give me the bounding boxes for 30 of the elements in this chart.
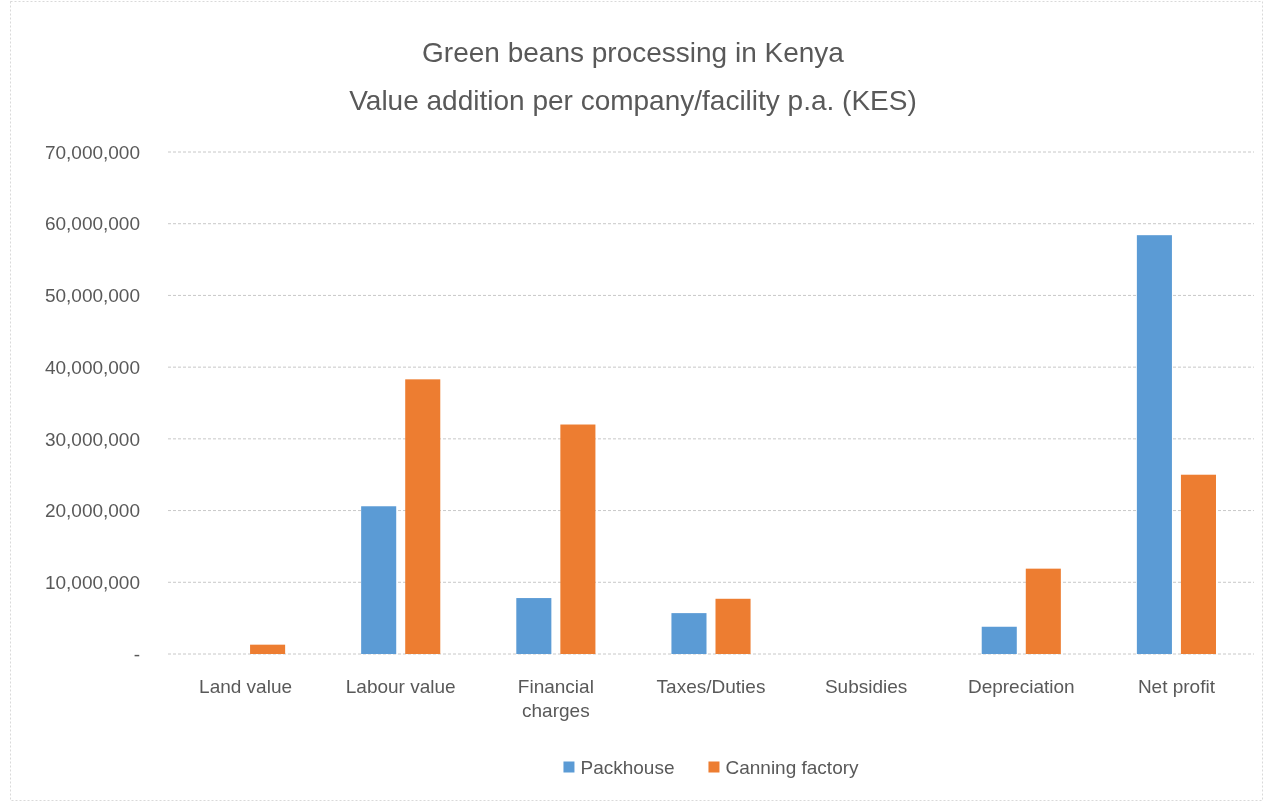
y-tick-label: 10,000,000 — [44, 571, 140, 593]
bar — [516, 598, 552, 654]
x-tick-label: Subsidies — [824, 675, 908, 697]
bar — [405, 379, 441, 654]
x-tick-label: Taxes/Duties — [656, 675, 766, 697]
bar — [981, 626, 1017, 654]
x-tick-label: Labour value — [345, 675, 456, 697]
bar — [671, 613, 707, 654]
y-tick-label: 30,000,000 — [44, 428, 140, 450]
chart-title: Green beans processing in Kenya — [422, 37, 845, 68]
bar — [715, 598, 751, 654]
legend-label: Packhouse — [580, 756, 675, 778]
bar — [361, 506, 397, 654]
y-tick-label: 50,000,000 — [44, 285, 140, 307]
y-tick-label: 60,000,000 — [44, 213, 140, 235]
y-tick-label: 20,000,000 — [44, 500, 140, 522]
y-tick-label: - — [133, 643, 140, 665]
x-tick-label: Financial charges — [517, 675, 594, 722]
x-tick-label: Net profit — [1137, 675, 1216, 697]
bar — [250, 644, 286, 654]
x-tick-label: Depreciation — [967, 675, 1075, 697]
bar — [560, 424, 596, 654]
chart-subtitle: Value addition per company/facility p.a. (KES) — [349, 85, 917, 116]
bar — [1180, 474, 1216, 654]
legend-label: Canning factory — [725, 756, 860, 778]
y-tick-label: 40,000,000 — [44, 356, 140, 378]
y-tick-label: 70,000,000 — [44, 141, 140, 163]
bar — [1136, 235, 1172, 654]
bar — [1025, 568, 1061, 654]
x-tick-label: Land value — [199, 675, 293, 697]
